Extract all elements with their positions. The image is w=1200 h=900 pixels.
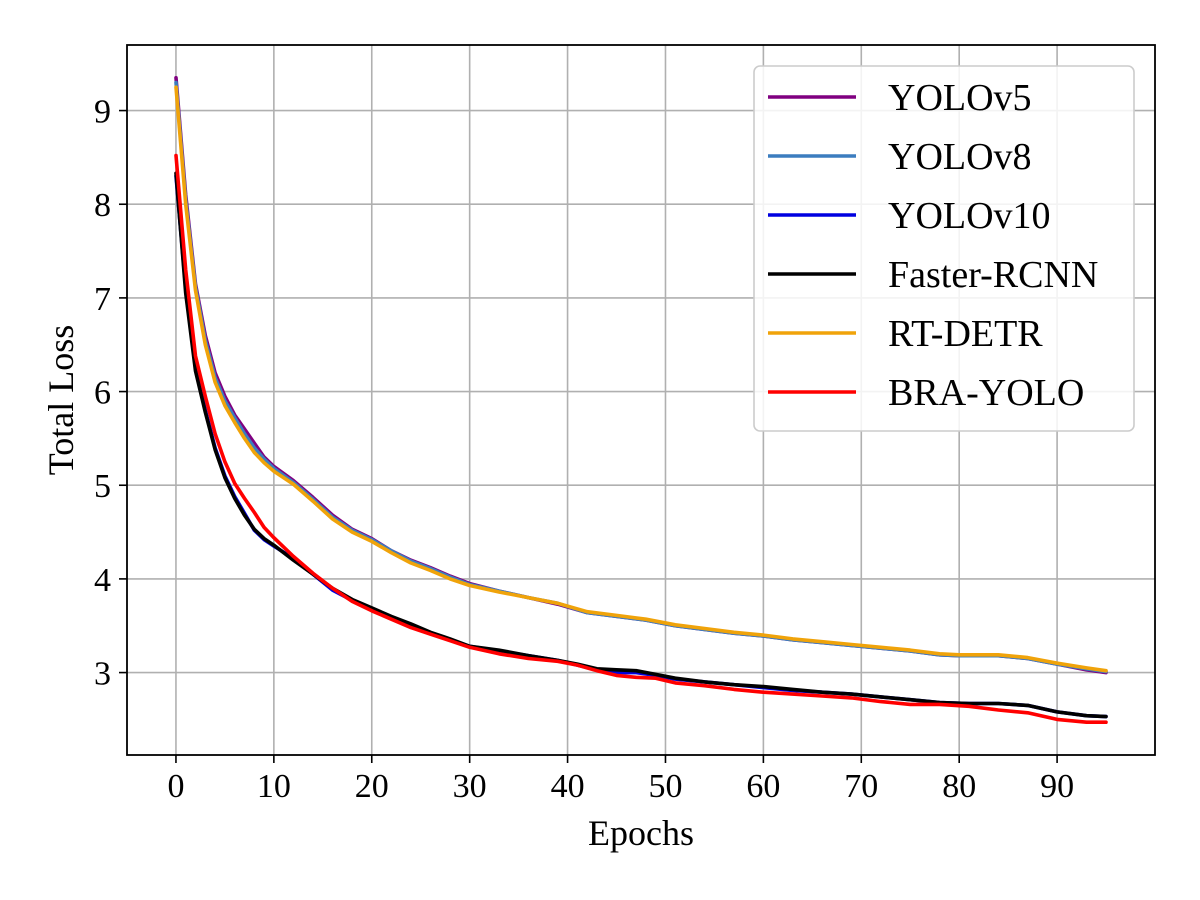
y-tick-label: 8 <box>94 187 111 224</box>
legend-item-faster-rcnn: Faster-RCNN <box>768 254 1098 296</box>
legend-label: BRA-YOLO <box>888 372 1084 414</box>
legend-label: Faster-RCNN <box>888 254 1098 296</box>
x-tick-label: 80 <box>942 768 976 805</box>
y-tick-label: 9 <box>94 94 111 131</box>
legend-item-bra-yolo: BRA-YOLO <box>768 372 1084 414</box>
x-tick-label: 60 <box>746 768 780 805</box>
x-tick-label: 50 <box>648 768 682 805</box>
legend-item-yolov5: YOLOv5 <box>768 77 1032 119</box>
x-tick-label: 90 <box>1040 768 1074 805</box>
legend-item-yolov10: YOLOv10 <box>768 195 1051 237</box>
legend-item-rt-detr: RT-DETR <box>768 313 1043 355</box>
legend-label: YOLOv8 <box>888 136 1032 178</box>
legend-label: YOLOv10 <box>888 195 1051 237</box>
plot-frame <box>126 44 1156 756</box>
y-axis-title: Total Loss <box>41 325 81 475</box>
y-tick-label: 3 <box>94 656 111 693</box>
x-tick-label: 70 <box>844 768 878 805</box>
legend-label: YOLOv5 <box>888 77 1032 119</box>
x-tick-label: 40 <box>551 768 585 805</box>
series-lines <box>174 76 1108 724</box>
x-tick-label: 30 <box>453 768 487 805</box>
y-tick-label: 7 <box>94 281 111 318</box>
y-tick-label: 5 <box>94 468 111 505</box>
series-line-rt-detr <box>174 85 1108 673</box>
x-tick-label: 0 <box>167 768 184 805</box>
series-line-bra-yolo <box>174 153 1108 724</box>
legend: YOLOv5 YOLOv8 YOLOv10 Faster-RCNN RT-DETR BRA… <box>753 65 1135 432</box>
x-tick-label: 10 <box>257 768 291 805</box>
y-tick-label: 6 <box>94 375 111 412</box>
x-tick-label: 20 <box>355 768 389 805</box>
legend-item-yolov8: YOLOv8 <box>768 136 1032 178</box>
y-tick-label: 4 <box>94 562 111 599</box>
legend-label: RT-DETR <box>888 313 1043 355</box>
series-line-faster-rcnn <box>174 171 1108 719</box>
x-axis-title: Epochs <box>588 813 694 853</box>
axis-ticks: 0 10 20 30 40 50 60 70 80 90 3 4 5 6 7 8 9 <box>94 94 1074 805</box>
